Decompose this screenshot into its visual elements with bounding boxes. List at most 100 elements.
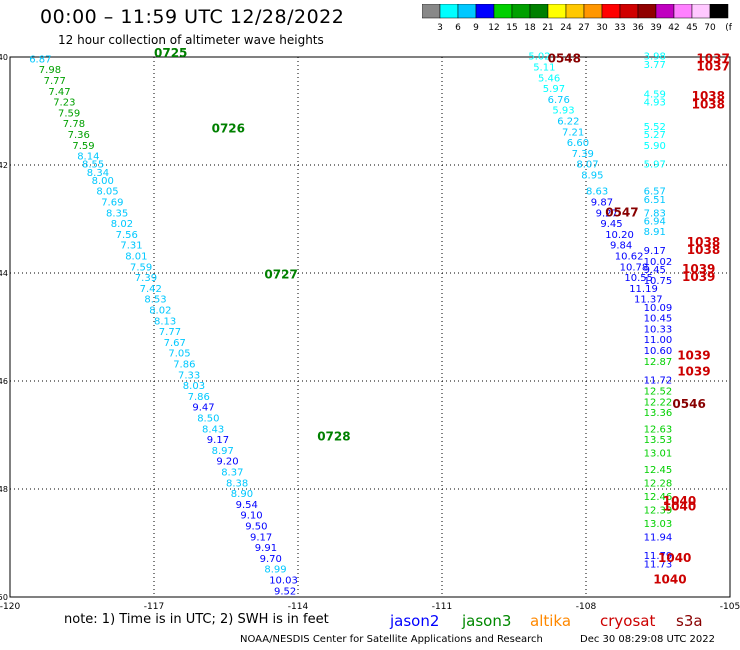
swh-value: 10.20 <box>605 230 634 241</box>
swh-value: 10.78 <box>620 262 649 273</box>
swh-value: 11.19 <box>629 284 658 295</box>
swh-value: 7.98 <box>39 65 61 76</box>
swh-value: 13.36 <box>644 408 673 419</box>
swh-value: 10.33 <box>644 324 673 335</box>
swh-value: 9.54 <box>236 500 258 511</box>
swh-value: 11.94 <box>644 532 673 543</box>
color-scale-label: 3 <box>437 23 443 33</box>
swh-value: 7.05 <box>168 349 190 360</box>
swh-value: 5.97 <box>644 160 666 171</box>
color-scale-label: 18 <box>524 23 536 33</box>
swh-value: 7.42 <box>140 284 162 295</box>
swh-value: 8.37 <box>221 468 243 479</box>
timestamp: Dec 30 08:29:08 UTC 2022 <box>580 634 715 645</box>
swh-value: 9.50 <box>245 522 267 533</box>
swh-value: 8.50 <box>197 414 219 425</box>
swh-value: 5.90 <box>644 141 666 152</box>
swh-value: 12.63 <box>644 424 673 435</box>
color-scale-label: 24 <box>560 23 572 33</box>
swh-value: 9.52 <box>274 586 296 597</box>
swh-value: 10.45 <box>644 314 673 325</box>
swh-value: 9.87 <box>591 198 613 209</box>
swh-value: 8.95 <box>581 171 603 182</box>
swh-value: 11.73 <box>644 559 673 570</box>
swh-value: 7.56 <box>116 230 138 241</box>
swh-value: 9.17 <box>207 435 229 446</box>
swh-value: 8.02 <box>149 306 171 317</box>
swh-value: 9.10 <box>240 511 262 522</box>
swh-value: 9.47 <box>192 403 214 414</box>
x-tick-label: -114 <box>288 602 309 610</box>
color-scale-label: (ft) <box>725 23 732 33</box>
swh-value: 7.47 <box>48 87 70 98</box>
swh-value: 11.79 <box>644 551 673 562</box>
y-tick-label: -48 <box>0 485 8 494</box>
swh-value: 7.39 <box>572 149 594 160</box>
swh-value: 6.87 <box>29 54 51 65</box>
swh-value: 7.23 <box>53 98 75 109</box>
color-scale-label: 9 <box>473 23 479 33</box>
swh-value: 6.51 <box>644 195 666 206</box>
swh-value: 8.53 <box>144 295 166 306</box>
swh-value: 8.03 <box>183 381 205 392</box>
swh-value: 7.86 <box>173 360 195 371</box>
y-tick-label: -40 <box>0 53 8 62</box>
swh-value: 7.67 <box>164 338 186 349</box>
swh-value: 9.17 <box>644 246 666 257</box>
swh-value: 10.75 <box>644 276 673 287</box>
swh-value: 12.52 <box>644 387 673 398</box>
footer-note: note: 1) Time is in UTC; 2) SWH is in fe… <box>64 612 329 627</box>
swh-value: 7.77 <box>159 327 181 338</box>
swh-value: 12.87 <box>644 357 673 368</box>
swh-value: 6.60 <box>567 138 589 149</box>
swh-value: 9.45 <box>600 219 622 230</box>
swh-value: 5.46 <box>538 73 560 84</box>
pass-time-label: 1039 <box>677 348 710 362</box>
color-scale-label: 27 <box>578 23 589 33</box>
pass-time-label: 0728 <box>317 429 350 443</box>
color-scale-label: 15 <box>506 23 517 33</box>
swh-value: 10.09 <box>644 303 673 314</box>
pass-time-label: 1038 <box>692 89 725 103</box>
color-scale-label: 42 <box>668 23 679 33</box>
swh-value: 8.99 <box>264 565 286 576</box>
swh-value: 5.52 <box>644 122 666 133</box>
swh-value: 13.53 <box>644 435 673 446</box>
plot-frame <box>9 56 731 598</box>
swh-value: 12.39 <box>644 505 673 516</box>
swh-value: 9.91 <box>255 543 277 554</box>
pass-time-label: 0547 <box>605 205 638 219</box>
swh-value: 8.43 <box>202 424 224 435</box>
color-scale-label: 21 <box>542 23 553 33</box>
pass-time-label: 1038 <box>687 235 720 249</box>
swh-value: 12.28 <box>644 478 673 489</box>
swh-value: 5.02 <box>528 52 550 63</box>
legend-jason2: jason2 <box>390 612 440 630</box>
x-tick-label: -108 <box>576 602 597 610</box>
swh-value: 7.31 <box>120 241 142 252</box>
swh-value: 7.36 <box>68 130 90 141</box>
legend-cryosat: cryosat <box>600 612 656 630</box>
color-scale-label: 70 <box>704 23 716 33</box>
swh-value: 8.34 <box>87 168 109 179</box>
swh-value: 7.59 <box>130 262 152 273</box>
pass-time-label: 0727 <box>264 267 297 281</box>
swh-value: 7.86 <box>188 392 210 403</box>
swh-value: 6.57 <box>644 187 666 198</box>
x-tick-label: -105 <box>720 602 740 610</box>
swh-value: 8.38 <box>226 478 248 489</box>
pass-time-label: 0548 <box>548 51 581 65</box>
swh-value: 8.00 <box>92 176 114 187</box>
y-tick-label: -44 <box>0 269 8 278</box>
pass-time-label: 1037 <box>696 51 729 65</box>
swh-value: 5.97 <box>543 84 565 95</box>
pass-time-label: 1037 <box>696 60 729 74</box>
swh-value: 6.76 <box>548 95 570 106</box>
pass-time-label: 1039 <box>682 270 715 284</box>
swh-value: 7.77 <box>44 76 66 87</box>
swh-value: 8.91 <box>644 227 666 238</box>
color-swatch <box>709 4 729 19</box>
color-scale-label: 6 <box>455 23 461 33</box>
swh-value: 12.46 <box>644 492 673 503</box>
y-tick-label: -46 <box>0 377 8 386</box>
